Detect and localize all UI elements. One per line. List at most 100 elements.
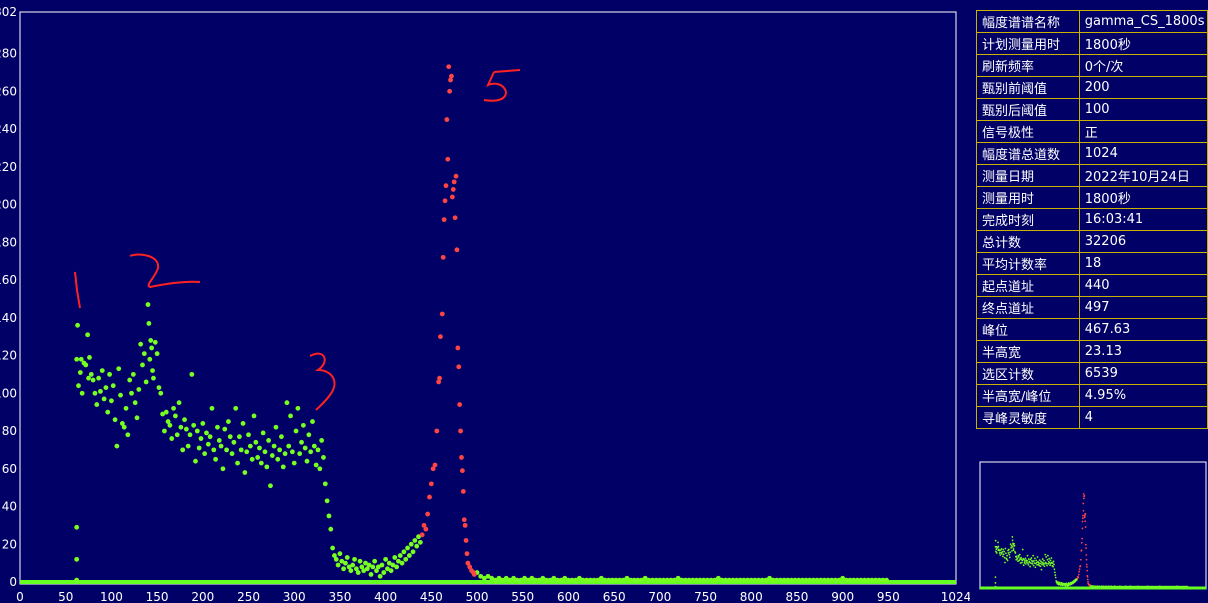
overview-point bbox=[1024, 557, 1027, 560]
main-spectrum-chart[interactable]: 0 20 40 60 80 100 120 140 160 180 200 220 240 260 280 3… bbox=[0, 0, 970, 603]
overview-point bbox=[1000, 547, 1003, 550]
data-point bbox=[388, 568, 394, 574]
data-point bbox=[129, 390, 134, 396]
data-point bbox=[403, 556, 409, 562]
y-tick-label: 100 bbox=[0, 386, 17, 400]
overview-point bbox=[1078, 570, 1081, 573]
data-point bbox=[436, 379, 442, 385]
data-point bbox=[74, 356, 80, 362]
overview-point bbox=[1084, 526, 1087, 528]
data-point bbox=[383, 556, 389, 562]
data-point bbox=[78, 356, 84, 362]
data-point bbox=[547, 577, 553, 583]
data-point bbox=[317, 466, 323, 472]
data-point bbox=[249, 456, 255, 462]
y-tick-label: 240 bbox=[0, 122, 17, 136]
data-point bbox=[231, 439, 237, 445]
data-point bbox=[451, 179, 457, 185]
info-label: 甄别后阈值 bbox=[976, 98, 1080, 121]
data-point bbox=[194, 428, 200, 434]
info-row: 平均计数率 18 bbox=[976, 252, 1208, 275]
data-point bbox=[269, 453, 275, 458]
data-point bbox=[156, 385, 162, 390]
overview-point bbox=[1017, 556, 1020, 558]
overview-point bbox=[1047, 562, 1050, 565]
overview-point bbox=[1002, 553, 1005, 556]
x-tick-label: 400 bbox=[374, 590, 397, 603]
data-point bbox=[745, 577, 750, 583]
overview-point bbox=[1048, 557, 1051, 560]
data-point bbox=[781, 577, 787, 583]
data-point bbox=[430, 466, 436, 472]
y-tick-label: 160 bbox=[0, 273, 17, 287]
data-point bbox=[481, 575, 487, 581]
data-point bbox=[847, 577, 853, 583]
x-tick-label: 950 bbox=[877, 590, 900, 603]
y-axis-tick-labels: 0 20 40 60 80 100 120 140 160 180 200 220 240 260 280 3… bbox=[0, 5, 17, 589]
data-point bbox=[518, 577, 524, 583]
info-label: 终点道址 bbox=[976, 296, 1080, 319]
data-point bbox=[417, 539, 423, 545]
data-point bbox=[460, 468, 465, 474]
data-point bbox=[247, 443, 253, 449]
overview-chart[interactable] bbox=[976, 460, 1208, 591]
overview-point bbox=[1031, 560, 1034, 563]
info-value: 1800秒 bbox=[1078, 32, 1208, 55]
data-point bbox=[343, 560, 348, 566]
data-point bbox=[174, 432, 180, 438]
measurement-info-table: 幅度谱谱名称 gamma_CS_1800s 计划测量用时 1800秒 刷新频率 0个/次甄… bbox=[976, 10, 1208, 429]
x-tick-label: 1024 bbox=[941, 590, 970, 603]
overview-point bbox=[1032, 564, 1035, 567]
data-point bbox=[99, 368, 105, 374]
info-label: 选区计数 bbox=[976, 362, 1080, 385]
data-point bbox=[215, 424, 220, 430]
overview-point bbox=[1077, 576, 1080, 579]
info-value: 100 bbox=[1078, 98, 1208, 121]
data-point bbox=[814, 577, 820, 583]
data-point bbox=[187, 432, 193, 438]
data-point bbox=[770, 577, 776, 583]
overview-point bbox=[1080, 541, 1083, 544]
info-row: 峰位 467.63 bbox=[976, 318, 1208, 341]
overview-point bbox=[1081, 520, 1084, 523]
data-point bbox=[264, 464, 270, 470]
info-value: 32206 bbox=[1078, 230, 1208, 253]
data-point bbox=[152, 339, 158, 345]
data-point bbox=[141, 351, 147, 357]
data-point bbox=[92, 390, 98, 396]
overview-point bbox=[1049, 564, 1051, 567]
data-point bbox=[503, 575, 509, 581]
data-point bbox=[453, 173, 459, 179]
data-point bbox=[584, 577, 590, 583]
x-tick-label: 700 bbox=[648, 590, 671, 603]
annotation-mark-3 bbox=[309, 352, 336, 411]
data-point bbox=[715, 575, 721, 581]
data-point bbox=[280, 464, 286, 470]
data-point bbox=[366, 562, 372, 568]
data-point bbox=[268, 483, 273, 489]
data-point bbox=[295, 405, 301, 411]
data-point bbox=[496, 575, 502, 581]
data-point bbox=[544, 577, 549, 583]
data-point bbox=[580, 577, 586, 583]
overview-point bbox=[1047, 554, 1049, 557]
info-value: 16:03:41 bbox=[1078, 208, 1208, 231]
overview-point bbox=[994, 539, 997, 542]
y-tick-label: 0 bbox=[9, 575, 17, 589]
data-point bbox=[507, 577, 513, 583]
data-point bbox=[304, 458, 310, 464]
data-point bbox=[359, 564, 365, 570]
data-point bbox=[74, 524, 80, 530]
data-point bbox=[77, 370, 83, 375]
data-point bbox=[635, 577, 641, 583]
overview-point bbox=[1040, 560, 1042, 563]
data-point bbox=[800, 577, 805, 583]
overview-point bbox=[1013, 542, 1015, 545]
data-point bbox=[551, 575, 557, 581]
data-point bbox=[361, 568, 367, 574]
data-point bbox=[326, 513, 332, 519]
data-point bbox=[233, 405, 239, 411]
overview-point bbox=[1004, 552, 1007, 555]
data-point bbox=[74, 577, 80, 583]
data-point bbox=[609, 577, 615, 583]
